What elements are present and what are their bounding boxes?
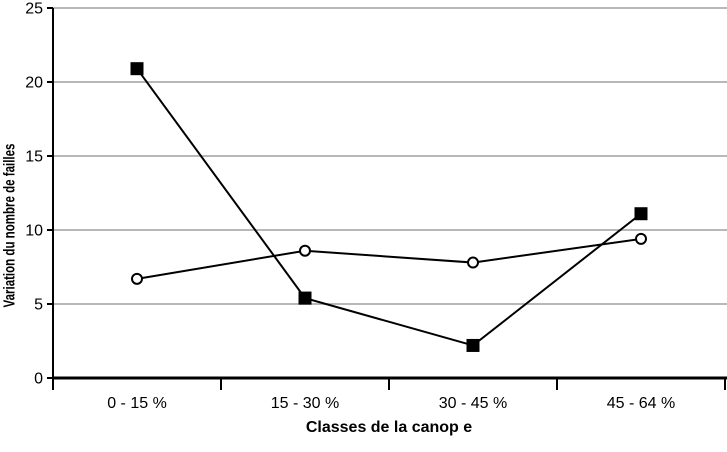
y-tick-label-10: 10 (25, 223, 43, 240)
data-point-circle-2 (467, 256, 479, 269)
y-tick-label-20: 20 (25, 75, 43, 92)
x-category-label-2: 30 - 45 % (439, 395, 507, 412)
filled-square-series-line (136, 68, 642, 347)
x-axis-title: Classes de la canop e (305, 419, 473, 436)
y-tick-label-0: 0 (34, 371, 43, 388)
data-point-circle-0 (131, 272, 143, 285)
y-tick-label-15: 15 (25, 149, 43, 166)
x-category-label-3: 45 - 64 % (607, 395, 675, 412)
y-tick-label-25: 25 (25, 1, 43, 18)
data-point-square-2 (466, 338, 480, 352)
data-point-circle-1 (299, 244, 311, 257)
data-point-circle-3 (635, 232, 647, 245)
open-circle-series-line (136, 237, 642, 280)
x-category-label-1: 15 - 30 % (271, 395, 339, 412)
data-point-square-0 (130, 62, 144, 76)
y-tick-label-5: 5 (34, 297, 43, 314)
data-point-square-3 (634, 207, 648, 221)
data-point-square-1 (298, 291, 312, 305)
x-category-label-0: 0 - 15 % (107, 395, 167, 412)
